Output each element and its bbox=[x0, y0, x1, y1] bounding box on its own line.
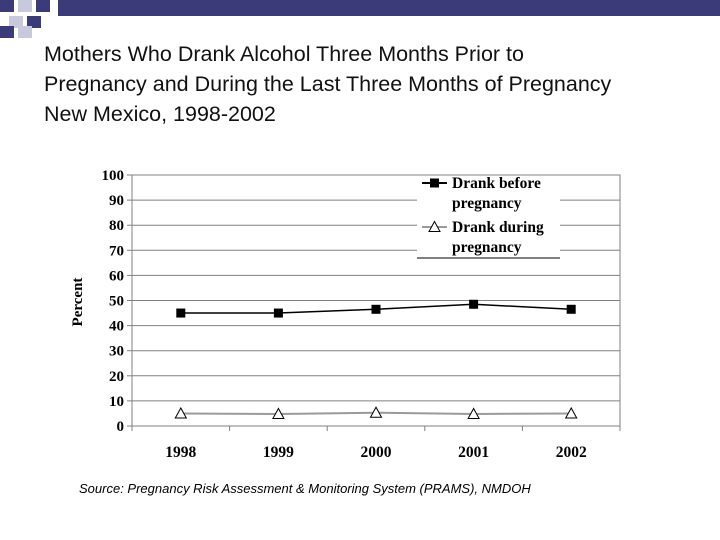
y-tick-label: 50 bbox=[109, 294, 124, 310]
data-point-marker bbox=[469, 299, 479, 309]
legend-label: Drank during bbox=[452, 219, 544, 236]
x-tick-label: 1999 bbox=[263, 444, 294, 461]
title-line-2: Pregnancy and During the Last Three Mont… bbox=[44, 72, 612, 96]
legend-marker bbox=[428, 220, 441, 232]
data-point-marker bbox=[176, 308, 186, 318]
data-point-marker bbox=[174, 406, 188, 419]
chart-legend: Drank before pregnancy Drank during pregnan… bbox=[417, 175, 560, 259]
deco-bar bbox=[58, 0, 720, 16]
y-tick-label: 70 bbox=[109, 243, 124, 259]
legend-box bbox=[417, 176, 560, 258]
data-point-marker bbox=[467, 407, 480, 419]
series-1 bbox=[176, 299, 576, 318]
legend-marker bbox=[430, 178, 439, 188]
y-tick-label: 100 bbox=[102, 168, 125, 184]
slide-title: Mothers Who Drank Alcohol Three Months P… bbox=[44, 39, 704, 129]
y-tick-label: 30 bbox=[109, 344, 124, 360]
y-tick-label: 20 bbox=[109, 369, 124, 385]
y-tick-label: 90 bbox=[109, 193, 124, 209]
x-tick-label: 1998 bbox=[165, 444, 196, 461]
x-tick-label: 2000 bbox=[361, 444, 392, 461]
deco-square bbox=[0, 0, 14, 12]
deco-square bbox=[27, 16, 41, 28]
corner-decoration bbox=[0, 0, 720, 38]
series-2 bbox=[174, 406, 578, 419]
line-chart: 0 10 20 30 40 50 60 70 80 90 100 1998 1999 2000 2001 2… bbox=[70, 168, 621, 461]
deco-square bbox=[0, 26, 14, 38]
y-axis-label: Percent bbox=[70, 278, 86, 327]
y-tick-label: 80 bbox=[109, 218, 124, 234]
deco-square bbox=[9, 16, 23, 28]
data-point-marker bbox=[566, 304, 576, 314]
data-point-marker bbox=[369, 406, 383, 418]
data-point-marker bbox=[273, 308, 283, 318]
deco-square bbox=[18, 0, 32, 12]
data-point-marker bbox=[371, 304, 381, 314]
x-tick-label: 2002 bbox=[556, 444, 587, 461]
x-tick-label: 2001 bbox=[458, 444, 489, 461]
y-tick-label: 40 bbox=[109, 319, 124, 335]
title-line-1: Mothers Who Drank Alcohol Three Months P… bbox=[44, 42, 524, 66]
source-note: Source: Pregnancy Risk Assessment & Moni… bbox=[79, 481, 531, 496]
data-point-marker bbox=[272, 407, 285, 419]
data-point-marker bbox=[564, 406, 578, 419]
y-tick-label: 0 bbox=[117, 419, 125, 435]
deco-square bbox=[36, 0, 50, 12]
y-tick-label: 10 bbox=[109, 394, 124, 410]
deco-square bbox=[18, 26, 32, 38]
legend-label: pregnancy bbox=[452, 195, 522, 212]
y-tick-label: 60 bbox=[109, 268, 124, 284]
legend-label: pregnancy bbox=[452, 239, 522, 256]
legend-label: Drank before bbox=[452, 175, 541, 192]
title-line-3: New Mexico, 1998-2002 bbox=[44, 102, 276, 126]
